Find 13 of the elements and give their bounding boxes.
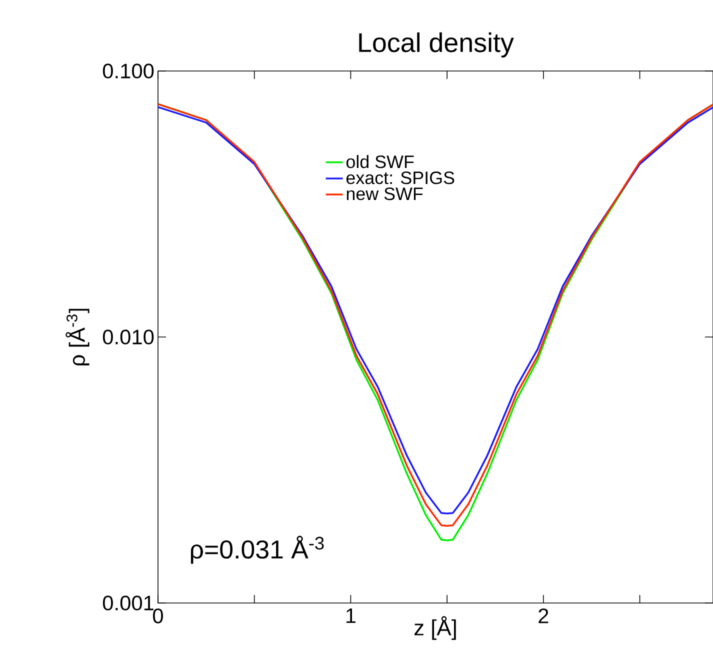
y-axis-title: ρ [Å$^{-3}$] — [66, 308, 90, 366]
y-tick-label: 0.100 — [102, 64, 154, 78]
x-tick-label: 2 — [538, 608, 548, 624]
y-tick-label: 0.010 — [102, 330, 154, 344]
annotation: ρ=0.031 Å$^{-3}$ — [190, 536, 324, 564]
chart-title: Local density — [359, 32, 514, 58]
legend-label: new SWF — [346, 187, 423, 200]
y-tick-label: 0.001 — [102, 596, 154, 610]
x-tick-label: 0 — [152, 608, 163, 624]
x-axis-title: z [Å] — [414, 616, 456, 640]
legend-label: exact: SPIGS — [346, 171, 454, 184]
x-tick-label: 1 — [346, 608, 356, 623]
legend-label: old SWF — [346, 154, 414, 168]
